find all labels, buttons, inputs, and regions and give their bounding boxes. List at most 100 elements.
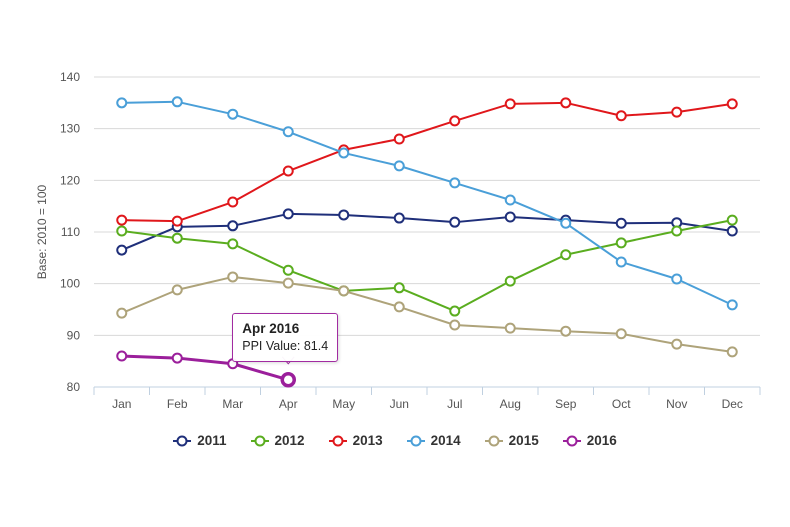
data-point[interactable] [282, 277, 294, 289]
x-tick-label: Jul [447, 397, 462, 411]
legend-marker-icon [562, 435, 581, 446]
x-tick-label: Nov [666, 397, 687, 411]
data-point[interactable] [393, 212, 405, 224]
legend: 2011 2012 2013 2014 2015 2016 [0, 433, 790, 448]
data-point[interactable] [282, 208, 294, 220]
series-line-2015 [121, 275, 733, 353]
data-point[interactable] [449, 115, 461, 127]
data-point[interactable] [393, 160, 405, 172]
legend-marker-icon [406, 435, 425, 446]
data-point[interactable] [282, 264, 294, 276]
y-tick-label: 130 [60, 122, 80, 136]
data-point[interactable] [726, 299, 738, 311]
data-point[interactable] [171, 284, 183, 296]
data-point[interactable] [116, 225, 128, 237]
x-tick-label: Mar [222, 397, 243, 411]
data-point[interactable] [338, 147, 350, 159]
legend-label: 2015 [508, 433, 539, 448]
data-point[interactable] [671, 338, 683, 350]
data-point[interactable] [615, 256, 627, 268]
legend-item-2015[interactable]: 2015 [484, 433, 539, 448]
data-point[interactable] [171, 232, 183, 244]
y-tick-label: 80 [67, 380, 81, 394]
data-point[interactable] [116, 244, 128, 256]
x-tick-label: Oct [612, 397, 631, 411]
data-point[interactable] [227, 238, 239, 250]
data-point[interactable] [671, 273, 683, 285]
data-point[interactable] [449, 177, 461, 189]
legend-label: 2013 [352, 433, 383, 448]
data-point[interactable] [726, 346, 738, 358]
legend-label: 2014 [430, 433, 461, 448]
data-point[interactable] [726, 214, 738, 226]
x-tick-label: Feb [167, 397, 188, 411]
x-tick-label: Jan [112, 397, 131, 411]
data-point[interactable] [227, 196, 239, 208]
data-point[interactable] [116, 350, 128, 362]
data-point[interactable] [671, 225, 683, 237]
data-point[interactable] [504, 194, 516, 206]
series-line-2013 [121, 101, 733, 223]
legend-marker-icon [328, 435, 347, 446]
legend-marker-icon [484, 435, 503, 446]
y-axis-label: Base: 2010 = 100 [35, 184, 49, 279]
x-tick-label: May [332, 397, 355, 411]
legend-marker-icon [250, 435, 269, 446]
legend-label: 2016 [586, 433, 617, 448]
data-point[interactable] [504, 98, 516, 110]
tooltip: Apr 2016 PPI Value: 81.4 [232, 312, 339, 362]
data-point[interactable] [116, 307, 128, 319]
x-tick-label: Apr [279, 397, 298, 411]
data-point[interactable] [171, 352, 183, 364]
data-point[interactable] [726, 98, 738, 110]
legend-item-2013[interactable]: 2013 [328, 433, 383, 448]
series-line-2014 [121, 100, 733, 306]
y-tick-label: 110 [61, 225, 80, 239]
legend-marker-icon [173, 435, 192, 446]
series-line-2011 [121, 212, 733, 252]
data-point[interactable] [449, 305, 461, 317]
data-point[interactable] [615, 237, 627, 249]
data-point[interactable] [116, 214, 128, 226]
data-point[interactable] [615, 328, 627, 340]
data-point[interactable] [671, 106, 683, 118]
data-point[interactable] [449, 319, 461, 331]
legend-item-2016[interactable]: 2016 [562, 433, 617, 448]
x-tick-label: Jun [390, 397, 409, 411]
data-point[interactable] [227, 271, 239, 283]
data-point[interactable] [280, 372, 296, 388]
legend-label: 2012 [274, 433, 305, 448]
data-point[interactable] [282, 165, 294, 177]
data-point[interactable] [171, 215, 183, 227]
data-point[interactable] [504, 322, 516, 334]
data-point[interactable] [227, 108, 239, 120]
data-point[interactable] [116, 97, 128, 109]
data-point[interactable] [393, 282, 405, 294]
legend-item-2014[interactable]: 2014 [406, 433, 461, 448]
legend-label: 2011 [197, 433, 227, 448]
data-point[interactable] [338, 285, 350, 297]
data-point[interactable] [560, 249, 572, 261]
legend-item-2011[interactable]: 2011 [173, 433, 227, 448]
data-point[interactable] [726, 225, 738, 237]
data-point[interactable] [393, 133, 405, 145]
y-tick-label: 90 [67, 328, 81, 342]
data-point[interactable] [615, 110, 627, 122]
data-point[interactable] [393, 301, 405, 313]
data-point[interactable] [615, 217, 627, 229]
data-point[interactable] [504, 211, 516, 223]
data-point[interactable] [504, 275, 516, 287]
tooltip-title: Apr 2016 [242, 320, 300, 336]
y-tick-label: 140 [60, 70, 80, 84]
data-point[interactable] [560, 325, 572, 337]
data-point[interactable] [282, 126, 294, 138]
data-point[interactable] [560, 217, 572, 229]
data-point[interactable] [338, 209, 350, 221]
data-point[interactable] [560, 97, 572, 109]
legend-item-2012[interactable]: 2012 [250, 433, 305, 448]
data-point[interactable] [171, 96, 183, 108]
data-point[interactable] [449, 216, 461, 228]
x-tick-label: Aug [500, 397, 521, 411]
series-line-2016 [121, 354, 289, 382]
data-point[interactable] [227, 220, 239, 232]
